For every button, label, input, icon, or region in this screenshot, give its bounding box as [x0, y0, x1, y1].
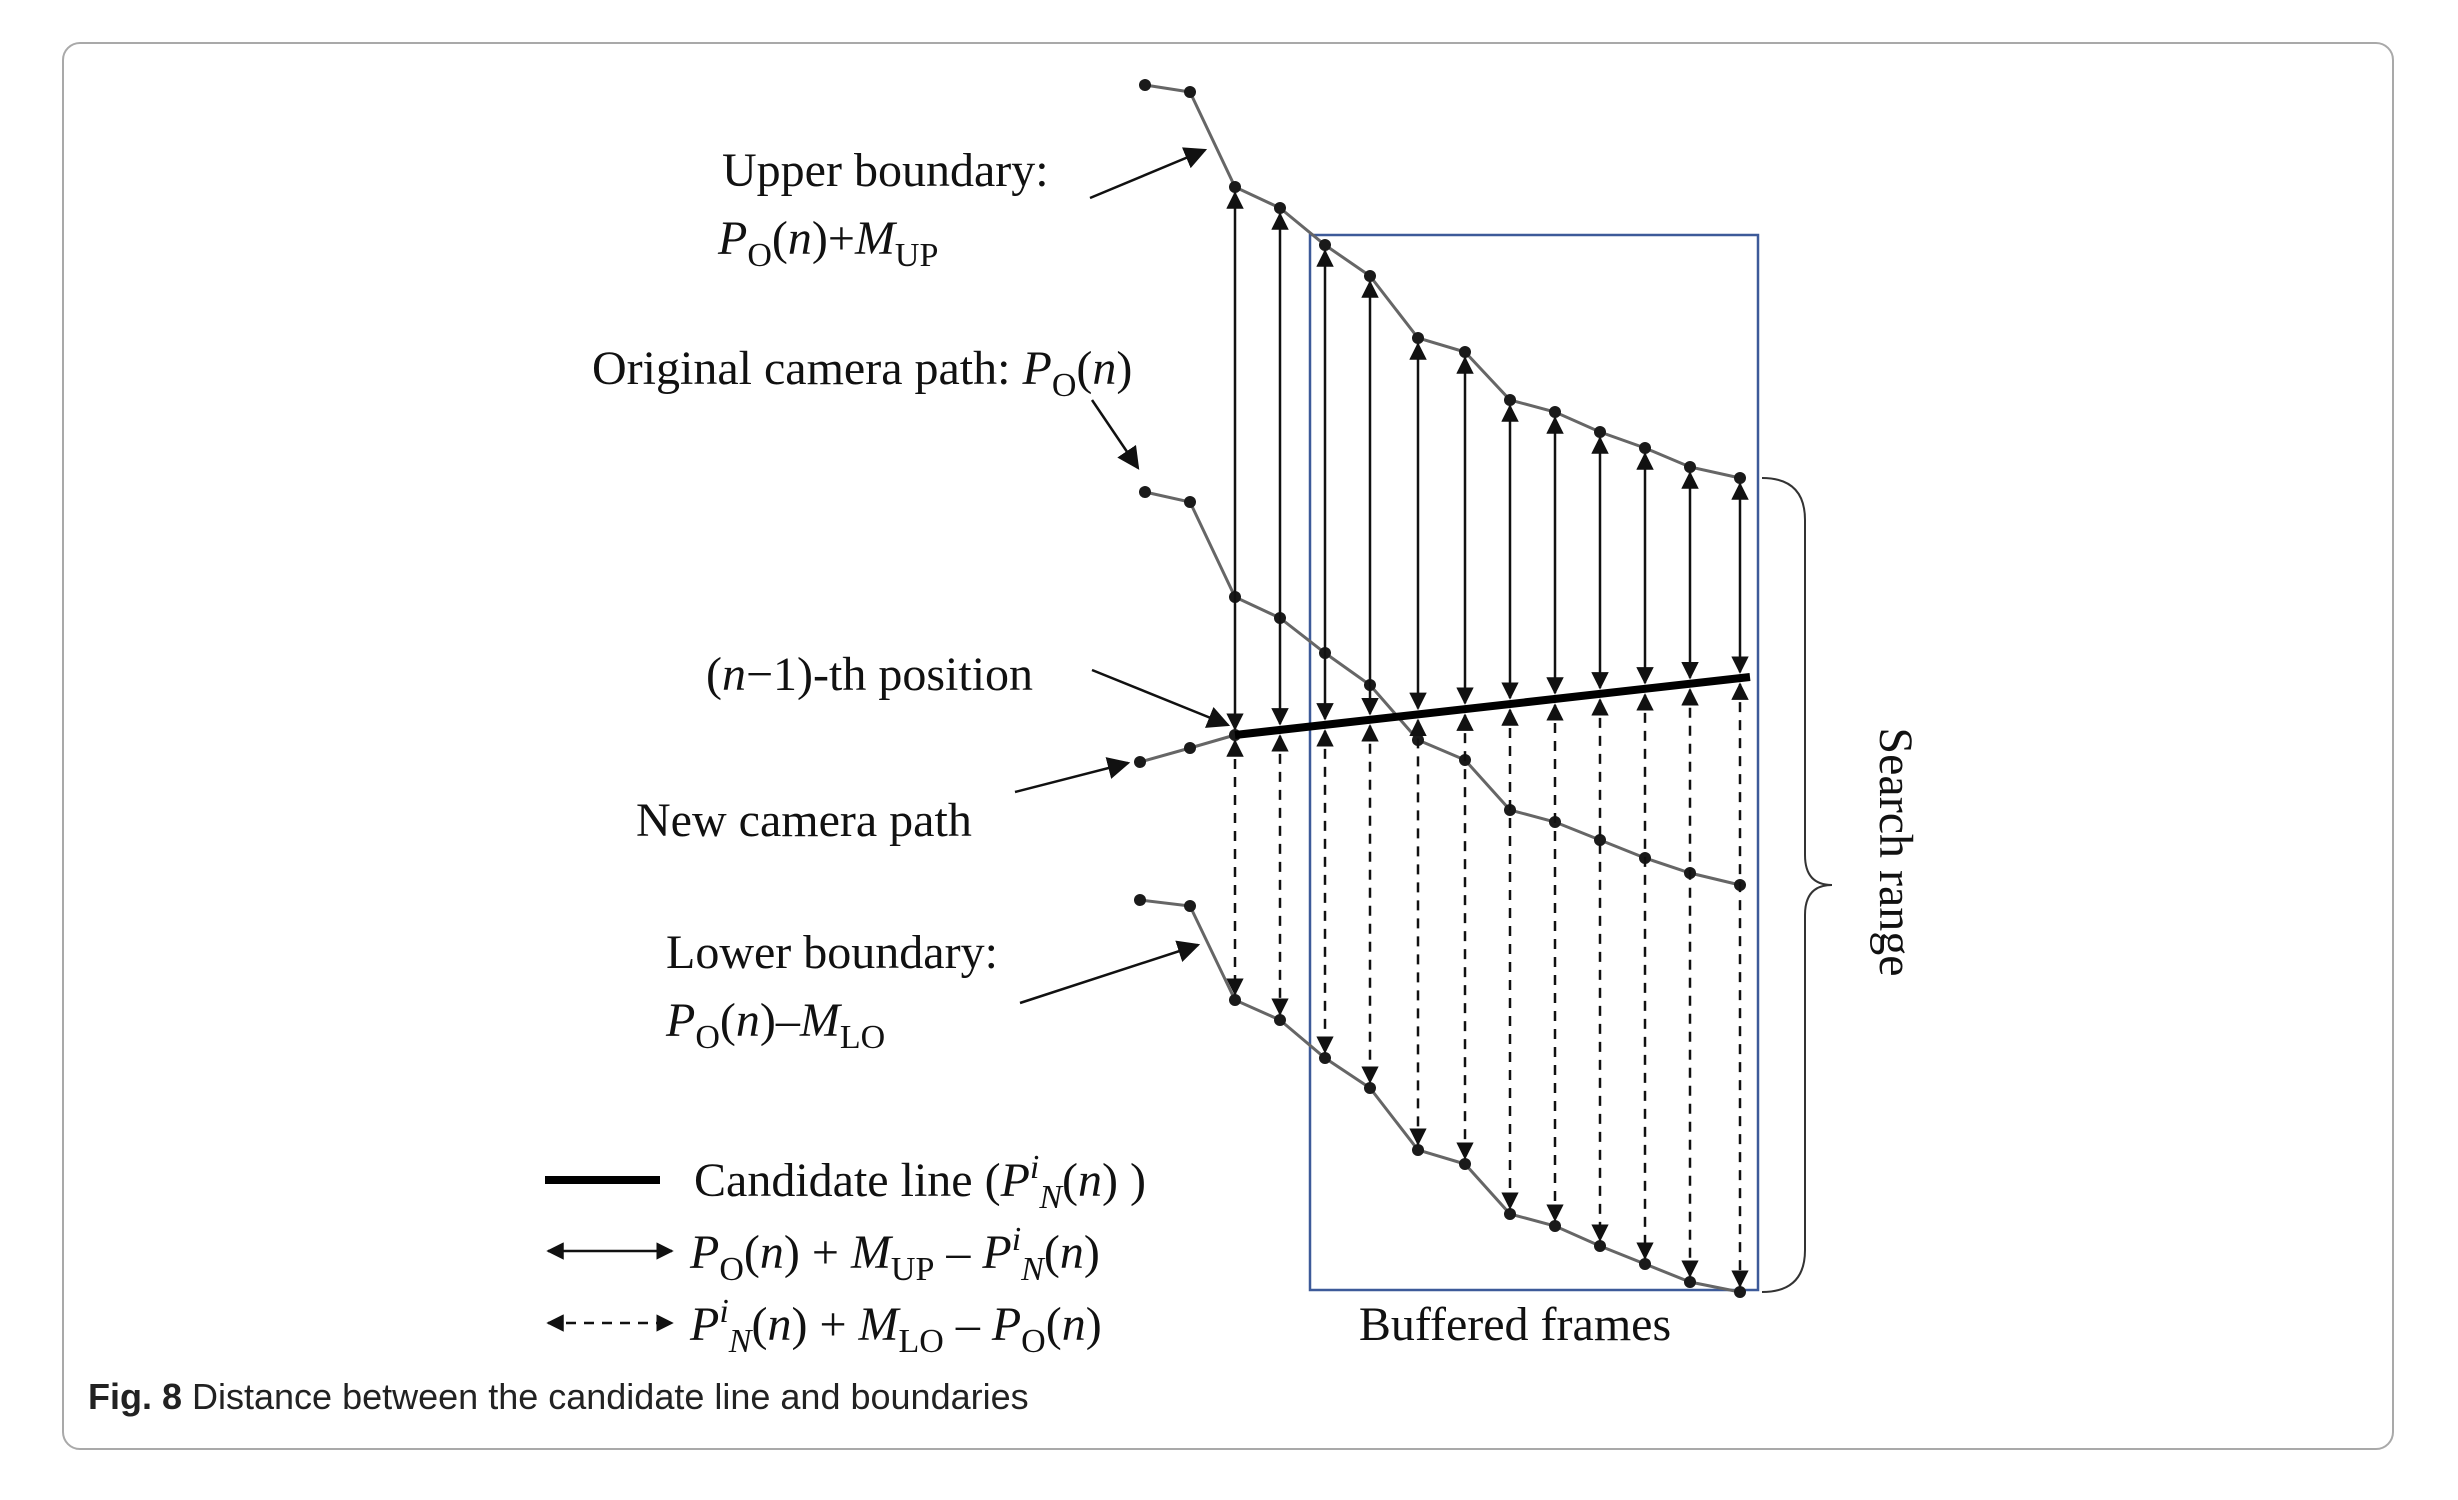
upper-boundary-point — [1684, 461, 1696, 473]
lower-boundary-pointer — [1019, 940, 1201, 1005]
lower-boundary-point — [1134, 894, 1146, 906]
upper-boundary-point — [1639, 442, 1651, 454]
lower-boundary-point — [1734, 1286, 1746, 1298]
upper-boundary-pointer — [1089, 147, 1208, 200]
upper-boundary-point — [1229, 181, 1241, 193]
upper-boundary-label: Upper boundary: — [722, 144, 1049, 197]
lower-boundary-label: Lower boundary: — [666, 926, 998, 979]
upper-boundary-point — [1364, 270, 1376, 282]
nminus1-label: (n−1)-th position — [706, 648, 1033, 701]
upper-boundary-point — [1594, 426, 1606, 438]
lower-boundary-point — [1549, 1220, 1561, 1232]
upper-boundary-path — [1144, 83, 1741, 480]
lower-boundary-point — [1319, 1052, 1331, 1064]
original-path-label: Original camera path: PO(n) — [592, 342, 1132, 404]
upper-boundary-point — [1549, 406, 1561, 418]
figure-number: Fig. 8 — [88, 1376, 183, 1417]
search-range-brace — [1761, 477, 1833, 1293]
new-path-pointer — [1014, 757, 1131, 794]
new-path-point — [1134, 756, 1146, 768]
upper-boundary-point — [1274, 202, 1286, 214]
lower-boundary-point — [1639, 1258, 1651, 1270]
figure-caption: Fig. 8 Distance between the candidate li… — [88, 1376, 1029, 1418]
upper-boundary-point — [1184, 86, 1196, 98]
upper-boundary-point — [1319, 239, 1331, 251]
lower-boundary-point — [1412, 1144, 1424, 1156]
caption-text: Distance between the candidate line and … — [182, 1376, 1029, 1417]
lower-boundary-point — [1594, 1240, 1606, 1252]
lower-boundary-path — [1139, 898, 1741, 1294]
upper-boundary-point — [1504, 394, 1516, 406]
original-path-point — [1184, 496, 1196, 508]
paths-layer — [1134, 79, 1751, 1298]
upper-boundary-point — [1412, 332, 1424, 344]
legend-solid-text: PO(n) + MUP – PiN(n) — [689, 1221, 1100, 1288]
lower-boundary-point — [1274, 1014, 1286, 1026]
buffered-frames-label: Buffered frames — [1359, 1298, 1671, 1351]
upper-boundary-point — [1734, 472, 1746, 484]
legend-dashed-text: PiN(n) + MLO – PO(n) — [689, 1293, 1102, 1360]
lower-boundary-point — [1684, 1276, 1696, 1288]
lower-boundary-point — [1184, 900, 1196, 912]
lower-boundary-point — [1229, 994, 1241, 1006]
new-path-label: New camera path — [636, 794, 972, 847]
original-path-pointer — [1090, 399, 1140, 470]
arrows-layer — [1226, 191, 1749, 1288]
lower-boundary-point — [1364, 1082, 1376, 1094]
lower-boundary-point — [1459, 1158, 1471, 1170]
search-range-label: Search range — [1869, 727, 1922, 976]
candidate-line — [1234, 673, 1751, 739]
lower-boundary-point — [1504, 1208, 1516, 1220]
upper-boundary-formula: PO(n)+MUP — [717, 212, 938, 274]
upper-boundary-point — [1459, 346, 1471, 358]
new-path-point — [1184, 742, 1196, 754]
original-path-point — [1139, 486, 1151, 498]
nminus1-pointer — [1091, 668, 1231, 728]
upper-boundary-point — [1139, 79, 1151, 91]
lower-boundary-formula: PO(n)–MLO — [665, 994, 885, 1056]
legend-candidate-text: Candidate line (PiN(n) ) — [694, 1149, 1146, 1216]
buffer-box — [1308, 233, 1760, 1292]
